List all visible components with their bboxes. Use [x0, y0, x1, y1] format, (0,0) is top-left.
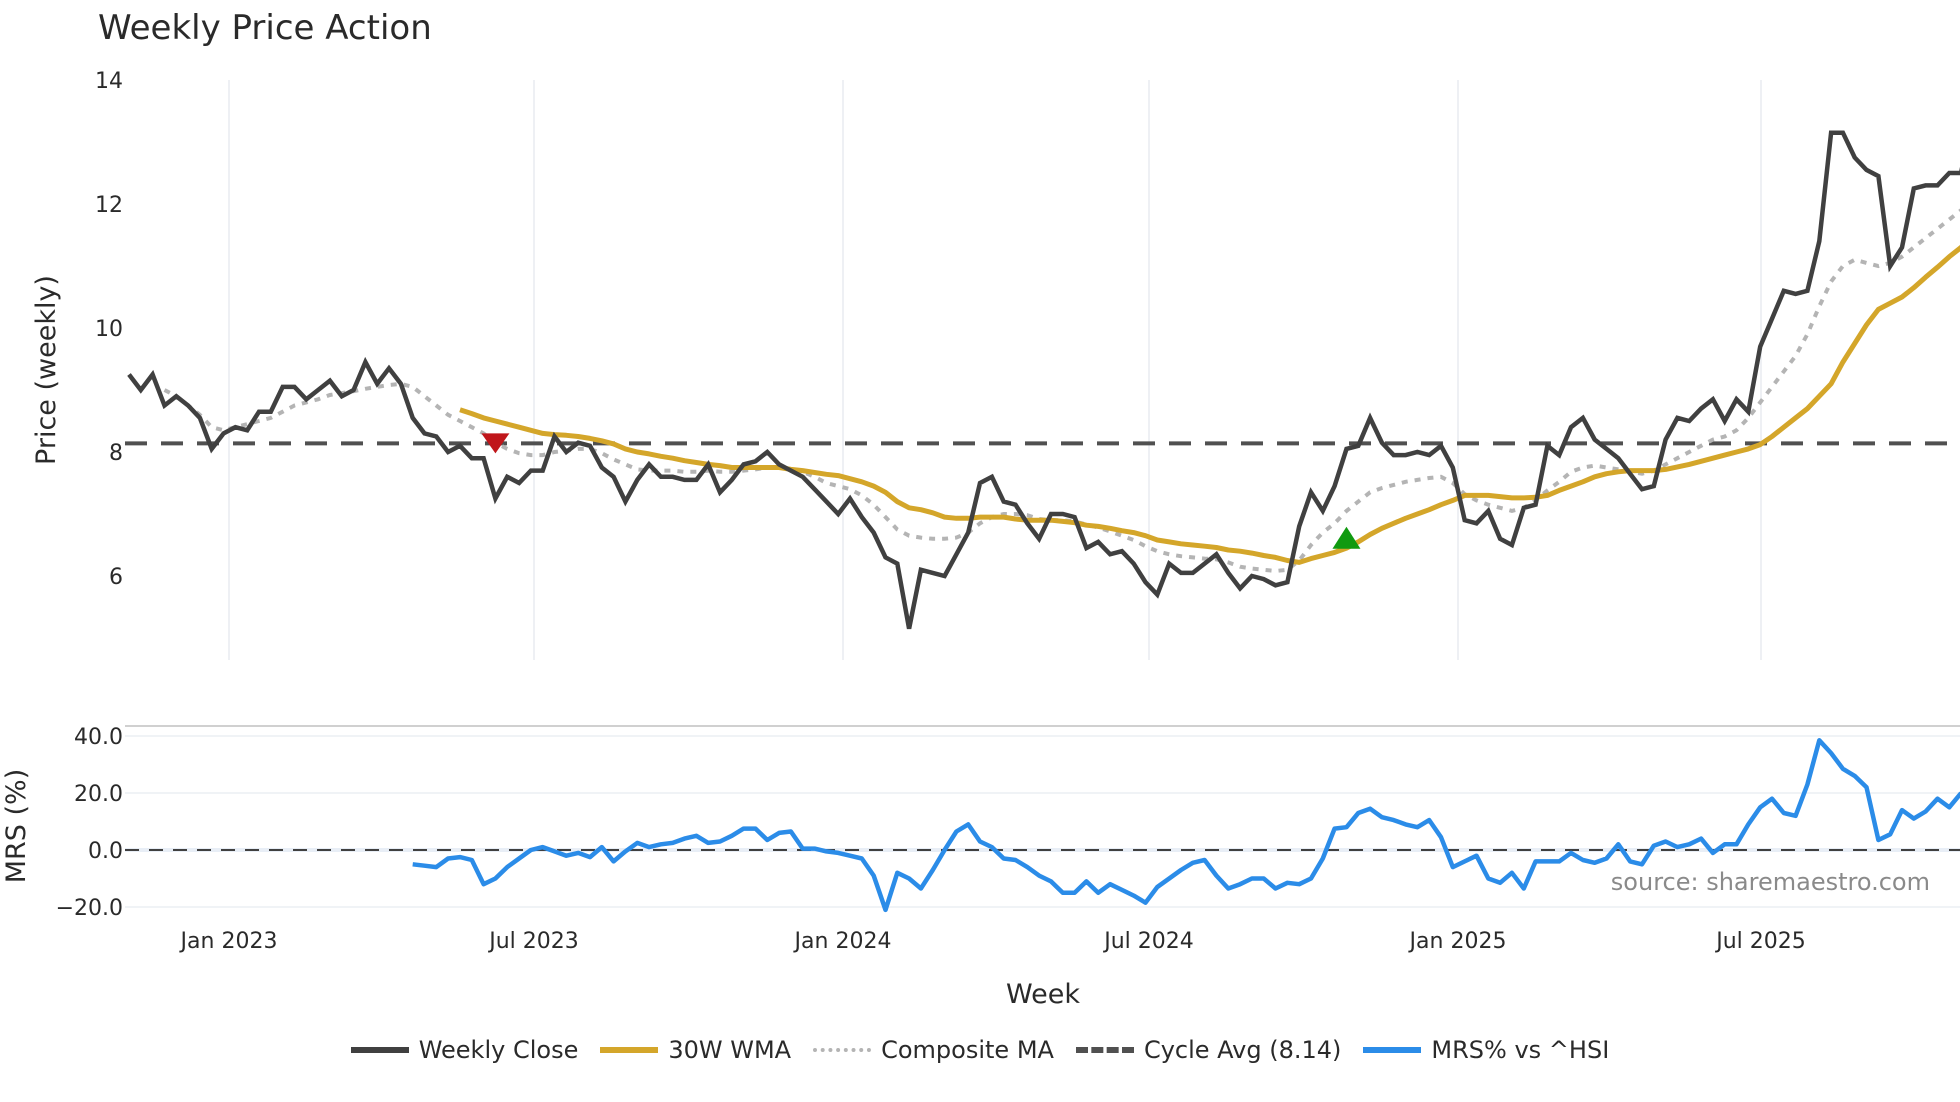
legend-label: 30W WMA	[668, 1036, 792, 1064]
price-tick-label: 12	[95, 193, 123, 218]
legend-swatch-icon	[350, 1047, 409, 1053]
legend-label: Weekly Close	[418, 1036, 579, 1064]
sell-signal-marker	[481, 433, 510, 454]
price-tick-label: 14	[95, 69, 123, 94]
gridlines	[125, 80, 1960, 908]
legend-label: Cycle Avg (8.14)	[1143, 1036, 1342, 1064]
legend-swatch-icon	[813, 1048, 872, 1052]
mrs-tick-label: −20.0	[56, 896, 123, 921]
price-tick-label: 6	[109, 565, 123, 590]
x-tick-label: Jul 2023	[487, 929, 579, 954]
x-tick-label: Jan 2023	[179, 929, 278, 954]
x-axis: Jan 2023 Jul 2023 Jan 2024 Jul 2024 Jan 2025…	[179, 929, 1806, 954]
x-tick-label: Jan 2025	[1408, 929, 1507, 954]
mrs-line	[412, 738, 1960, 913]
price-axis-label: Price (weekly)	[31, 275, 62, 465]
mrs-tick-label: 40.0	[74, 725, 123, 750]
legend-swatch-icon	[1363, 1047, 1422, 1053]
x-tick-label: Jan 2024	[793, 929, 892, 954]
weekly-close-line	[127, 130, 1960, 630]
composite-ma-line	[163, 208, 1960, 574]
legend-item[interactable]: Cycle Avg (8.14)	[1075, 1036, 1342, 1064]
legend-label: MRS% vs ^HSI	[1431, 1036, 1610, 1064]
source-watermark: source: sharemaestro.com	[1611, 868, 1930, 896]
legend-swatch-icon	[1075, 1047, 1134, 1053]
legend-item[interactable]: Composite MA	[813, 1036, 1054, 1064]
mrs-y-axis: 40.0 20.0 0.0 −20.0	[56, 725, 123, 921]
mrs-tick-label: 20.0	[74, 782, 123, 807]
price-tick-label: 10	[95, 317, 123, 342]
legend-label: Composite MA	[881, 1036, 1054, 1064]
legend-item[interactable]: Weekly Close	[350, 1036, 579, 1064]
legend-item[interactable]: MRS% vs ^HSI	[1363, 1036, 1609, 1064]
signal-markers	[481, 433, 1361, 549]
legend: Weekly Close 30W WMA Composite MA Cycle Avg…	[0, 1036, 1960, 1064]
x-tick-label: Jul 2024	[1102, 929, 1194, 954]
wma-line	[459, 244, 1960, 565]
mrs-tick-label: 0.0	[88, 839, 123, 864]
x-axis-label: Week	[1006, 979, 1080, 1010]
x-tick-label: Jul 2025	[1714, 929, 1806, 954]
price-y-axis: 14 12 10 8 6	[95, 69, 123, 590]
mrs-axis-label: MRS (%)	[1, 769, 32, 884]
legend-swatch-icon	[600, 1047, 659, 1053]
buy-signal-marker	[1332, 526, 1361, 549]
chart-title: Weekly Price Action	[98, 8, 432, 48]
price-series	[125, 130, 1960, 630]
legend-item[interactable]: 30W WMA	[600, 1036, 791, 1064]
price-tick-label: 8	[109, 441, 123, 466]
mrs-series	[412, 738, 1960, 913]
